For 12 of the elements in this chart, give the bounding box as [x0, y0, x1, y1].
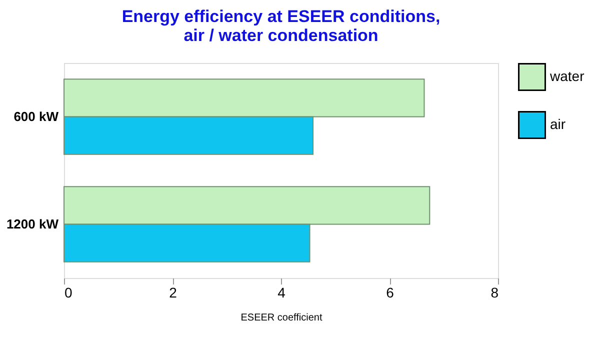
x-tick-label: 4 — [278, 284, 286, 300]
y-tick-label: 1200 kW — [6, 216, 60, 232]
x-axis-title: ESEER coefficient — [240, 312, 322, 324]
x-tick-label: 0 — [64, 284, 72, 300]
text: Energy efficiency at ESEER conditions, — [122, 7, 440, 26]
text: air / water condensation — [184, 26, 378, 45]
x-tick-label: 2 — [169, 284, 178, 300]
y-tick-label: 600 kW — [14, 108, 60, 124]
x-tick-label: 8 — [490, 284, 499, 300]
legend-label: water — [549, 68, 585, 84]
legend-label: air — [550, 116, 566, 132]
x-tick-label: 6 — [386, 284, 394, 300]
